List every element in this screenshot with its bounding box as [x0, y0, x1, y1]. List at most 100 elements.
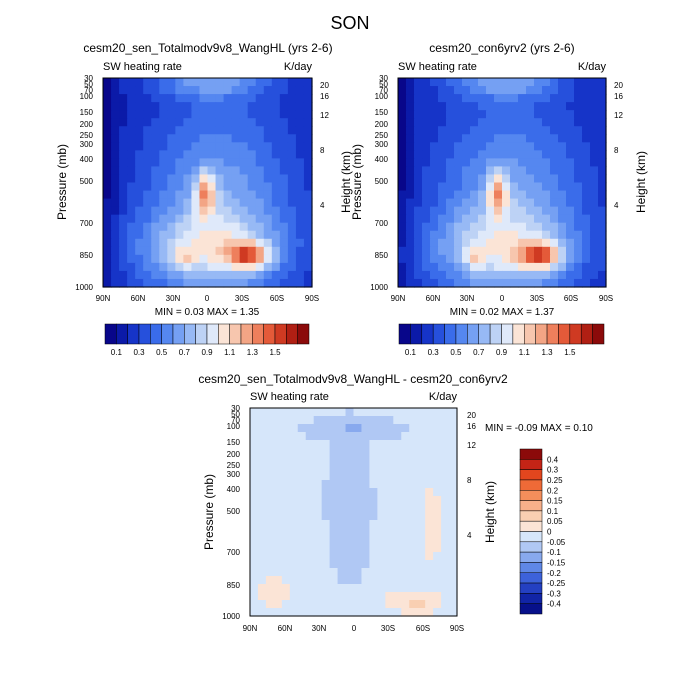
heatmap-cell [265, 416, 275, 425]
y-tick-label: 500 [80, 177, 94, 186]
heatmap-cell [143, 190, 152, 200]
heatmap-cell [518, 198, 527, 208]
heatmap-cell [353, 592, 363, 601]
heatmap-cell [401, 488, 410, 497]
heatmap-cell [127, 214, 136, 224]
heatmap-cell [414, 126, 423, 135]
heatmap-cell [297, 488, 307, 497]
heatmap-cell [441, 544, 450, 553]
heatmap-cell [393, 464, 402, 473]
heatmap-cell [247, 190, 257, 200]
heatmap-cell [287, 150, 297, 159]
heatmap-cell [425, 552, 434, 561]
heatmap-cell [542, 86, 551, 95]
heatmap-cell [295, 254, 305, 264]
y-tick-label: 50 [231, 410, 240, 419]
heatmap-cell [329, 560, 339, 569]
heatmap-cell [337, 440, 347, 449]
heatmap-cell [305, 560, 315, 569]
heatmap-cell [345, 496, 355, 505]
colorbar-swatch [104, 323, 117, 345]
heatmap-cell [199, 134, 209, 143]
heatmap-cell [377, 416, 386, 425]
heatmap-cell [361, 496, 371, 505]
heatmap-cell [305, 544, 315, 553]
heatmap-cell [345, 520, 355, 529]
heatmap-cell [127, 278, 136, 288]
heatmap-cell [518, 214, 527, 224]
heatmap-cell [558, 118, 567, 127]
panel-3-heatmap [250, 408, 458, 617]
heatmap-cell [478, 270, 487, 280]
heatmap-cell [470, 166, 479, 176]
heatmap-cell [297, 584, 307, 593]
heatmap-cell [191, 246, 201, 256]
heatmap-cell [574, 158, 583, 168]
heatmap-cell [441, 584, 450, 593]
heatmap-cell [271, 78, 281, 87]
heatmap-cell [250, 568, 259, 577]
heatmap-cell [470, 134, 479, 143]
heatmap-cell [159, 158, 168, 168]
heatmap-cell [199, 246, 209, 256]
heatmap-cell [486, 118, 495, 127]
heatmap-cell [159, 150, 168, 159]
heatmap-cell [215, 142, 225, 151]
heatmap-cell [111, 150, 120, 159]
heatmap-cell [167, 182, 176, 192]
heatmap-cell [438, 134, 447, 143]
heatmap-cell [329, 608, 339, 617]
heatmap-cell [422, 86, 431, 95]
heatmap-cell [414, 174, 423, 184]
colorbar-swatch [519, 582, 543, 594]
heatmap-cell [502, 254, 511, 264]
colorbar-swatch [184, 323, 196, 345]
heatmap-cell [377, 480, 386, 489]
heatmap-cell [297, 552, 307, 561]
heatmap-cell [425, 584, 434, 593]
heatmap-cell [127, 150, 136, 159]
heatmap-cell [417, 496, 426, 505]
heatmap-cell [223, 126, 233, 135]
heatmap-cell [486, 270, 495, 280]
heatmap-cell [425, 440, 434, 449]
heatmap-cell [422, 142, 431, 151]
heatmap-cell [279, 254, 289, 264]
heatmap-cell [273, 568, 283, 577]
heatmap-cell [470, 222, 479, 232]
heatmap-cell [430, 142, 439, 151]
heatmap-cell [313, 560, 323, 569]
heatmap-cell [255, 142, 265, 151]
heatmap-cell [361, 552, 371, 561]
heatmap-cell [470, 150, 479, 159]
heatmap-cell [526, 222, 535, 232]
heatmap-cell [566, 230, 575, 240]
heatmap-cell [175, 198, 184, 208]
heatmap-cell [558, 150, 567, 159]
heatmap-cell [454, 206, 463, 216]
heatmap-cell [574, 222, 583, 232]
heatmap-cell [590, 214, 599, 224]
heatmap-cell [401, 600, 410, 609]
heatmap-cell [454, 94, 463, 103]
heatmap-cell [510, 214, 519, 224]
heatmap-cell [239, 206, 249, 216]
heatmap-cell [281, 424, 291, 433]
heatmap-cell [417, 528, 426, 537]
heatmap-cell [207, 278, 217, 288]
heatmap-cell [398, 230, 407, 240]
heatmap-cell [151, 278, 160, 288]
heatmap-cell [558, 182, 567, 192]
heatmap-cell [462, 102, 471, 111]
heatmap-cell [103, 206, 112, 216]
heatmap-cell [231, 126, 241, 135]
heatmap-cell [414, 230, 423, 240]
heatmap-cell [409, 416, 418, 425]
heatmap-cell [518, 246, 527, 256]
heatmap-cell [247, 118, 257, 127]
heatmap-cell [409, 504, 418, 513]
heatmap-cell [223, 86, 233, 95]
heatmap-cell [377, 488, 386, 497]
heatmap-cell [295, 278, 305, 288]
heatmap-cell [425, 560, 434, 569]
